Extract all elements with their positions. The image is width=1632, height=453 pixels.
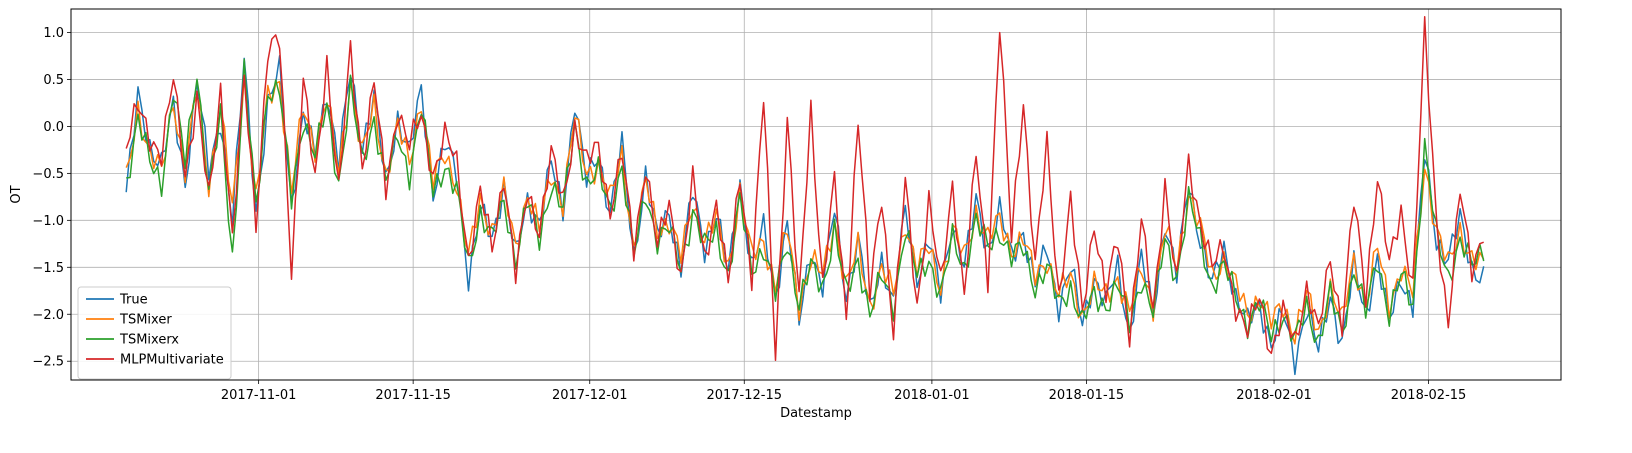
y-tick-label: −1.0 [32, 214, 64, 229]
y-tick-label: −1.5 [32, 261, 64, 276]
legend: True TSMixer TSMixerx MLPMultivariate [77, 286, 232, 380]
x-tick-label: 2017-12-01 [552, 388, 628, 403]
x-tick-label: 2018-02-01 [1236, 388, 1312, 403]
y-tick-label: 1.0 [43, 26, 64, 41]
legend-label: MLPMultivariate [120, 353, 224, 368]
legend-label: TSMixerx [119, 333, 179, 348]
x-tick-label: 2017-11-01 [221, 388, 297, 403]
x-tick-label: 2018-01-15 [1049, 388, 1125, 403]
plot-frame [70, 8, 1562, 381]
legend-box [77, 286, 232, 380]
y-axis-label: OT [9, 185, 24, 203]
y-axis-ticks: 1.0 0.5 0.0 −0.5 −1.0 −1.5 −2.0 −2.5 [32, 26, 71, 370]
x-tick-label: 2017-12-15 [706, 388, 782, 403]
y-tick-label: −2.5 [32, 355, 64, 370]
y-tick-label: 0.0 [43, 120, 64, 135]
legend-label: True [119, 293, 148, 308]
series-line-mlpmultivariate [125, 16, 1484, 362]
y-tick-label: −0.5 [32, 167, 64, 182]
y-tick-label: 0.5 [43, 73, 64, 88]
x-tick-label: 2018-02-15 [1391, 388, 1467, 403]
x-axis-label: Datestamp [780, 406, 852, 421]
legend-label: TSMixer [119, 313, 172, 328]
x-tick-label: 2018-01-01 [894, 388, 970, 403]
series-lines [125, 16, 1485, 376]
y-tick-label: −2.0 [32, 308, 64, 323]
x-axis-ticks: 2017-11-01 2017-11-15 2017-12-01 2017-12-15… [221, 380, 1466, 403]
series-line-tsmixerx [126, 58, 1485, 343]
x-tick-label: 2017-11-15 [375, 388, 451, 403]
